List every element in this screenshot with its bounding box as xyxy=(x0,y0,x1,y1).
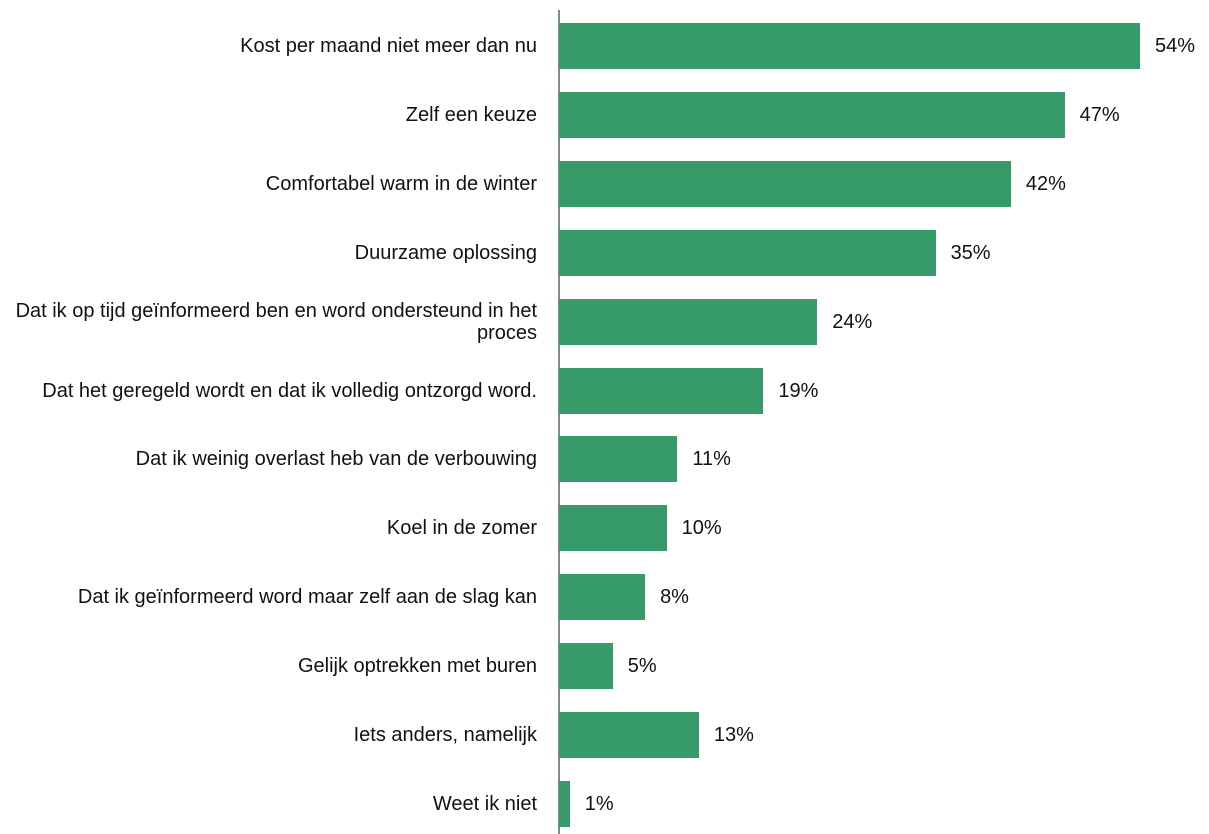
category-label: Weet ik niet xyxy=(432,792,537,815)
bar xyxy=(559,780,570,827)
category-label: Dat het geregeld wordt en dat ik volledi… xyxy=(42,379,537,402)
bar xyxy=(559,505,667,552)
bar xyxy=(559,712,699,758)
axis-line xyxy=(558,10,560,834)
value-label: 19% xyxy=(778,379,819,402)
category-label: Koel in de zomer xyxy=(386,517,537,540)
bar xyxy=(559,91,1065,138)
value-label: 47% xyxy=(1079,103,1120,126)
value-label: 11% xyxy=(692,448,731,471)
category-label: Kost per maand niet meer dan nu xyxy=(240,35,537,57)
value-label: 42% xyxy=(1025,172,1066,195)
value-label: 13% xyxy=(713,724,754,746)
bar xyxy=(559,574,646,621)
category-label: Dat ik geïnformeerd word maar zelf aan d… xyxy=(77,586,537,609)
category-label: Dat ik weinig overlast heb van de verbou… xyxy=(135,448,537,471)
category-label: Duurzame oplossing xyxy=(354,241,537,264)
value-label: 1% xyxy=(584,792,614,815)
value-label: 8% xyxy=(660,586,689,609)
category-label: Dat ik op tijd geïnformeerd ben en word … xyxy=(15,299,537,344)
bar xyxy=(559,160,1011,207)
bar xyxy=(559,643,613,690)
category-label: Iets anders, namelijk xyxy=(353,724,537,746)
category-label: Gelijk optrekken met buren xyxy=(297,655,537,678)
bar xyxy=(559,229,936,276)
category-label: Comfortabel warm in de winter xyxy=(265,172,537,195)
value-label: 54% xyxy=(1155,35,1196,57)
bar xyxy=(559,23,1140,69)
value-label: 10% xyxy=(681,517,722,540)
bar xyxy=(559,298,818,345)
bar xyxy=(559,436,678,483)
category-label: Zelf een keuze xyxy=(405,103,537,126)
bar xyxy=(559,367,764,414)
value-label: 35% xyxy=(950,241,991,264)
value-label: 5% xyxy=(627,655,657,678)
value-label: 24% xyxy=(832,310,873,333)
